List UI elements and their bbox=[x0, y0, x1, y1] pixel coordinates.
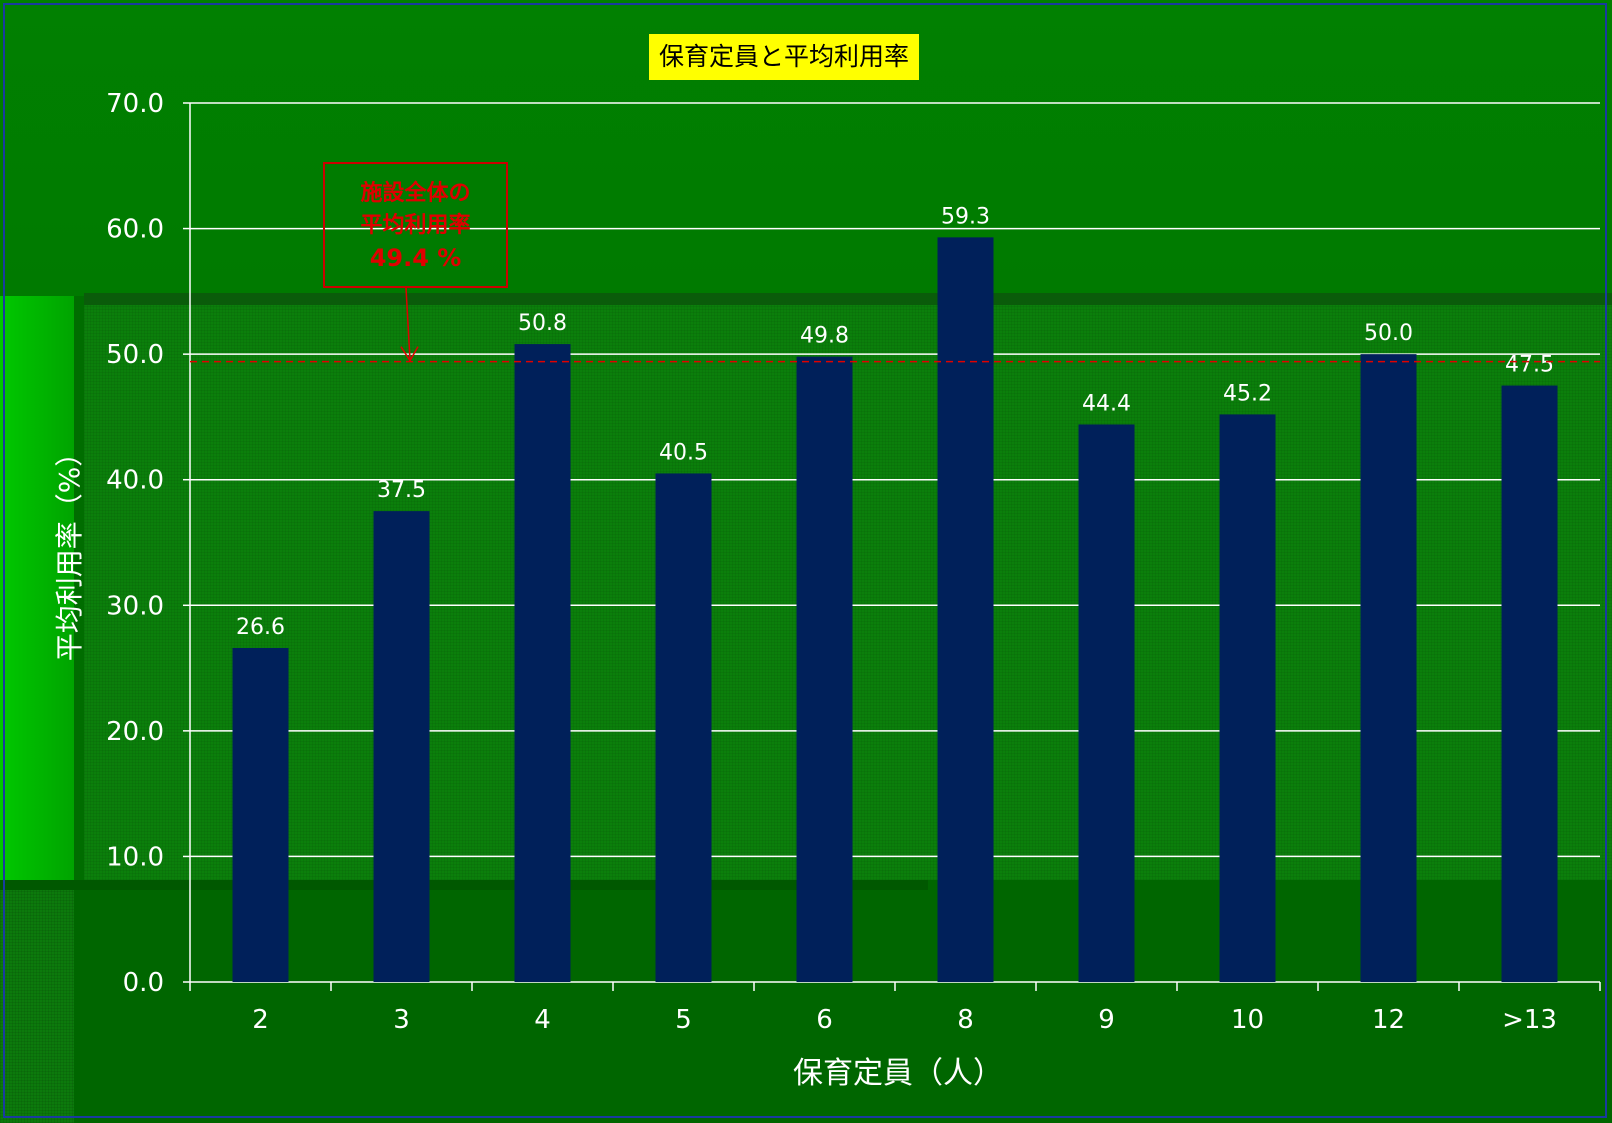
annotation-arrowhead bbox=[400, 346, 419, 363]
y-tick-label: 20.0 bbox=[106, 717, 164, 747]
x-tick-label: 5 bbox=[675, 1005, 692, 1035]
slide-background-band bbox=[84, 293, 1612, 305]
x-tick-label: 6 bbox=[816, 1005, 833, 1035]
data-label: 26.6 bbox=[236, 615, 285, 640]
data-label: 59.3 bbox=[941, 204, 990, 229]
x-tick-label: 10 bbox=[1231, 1005, 1264, 1035]
data-label: 50.8 bbox=[518, 311, 567, 336]
x-tick-label: >13 bbox=[1502, 1005, 1557, 1035]
data-label: 45.2 bbox=[1223, 381, 1272, 406]
y-tick-label: 60.0 bbox=[106, 215, 164, 245]
slide-background-left-bar bbox=[0, 296, 74, 880]
average-annotation-value: 49.4 % bbox=[369, 244, 462, 272]
y-tick-label: 10.0 bbox=[106, 842, 164, 872]
x-tick-label: 4 bbox=[534, 1005, 551, 1035]
bar bbox=[796, 356, 853, 982]
data-label: 47.5 bbox=[1505, 353, 1554, 378]
y-tick-label: 40.0 bbox=[106, 466, 164, 496]
data-label: 50.0 bbox=[1364, 321, 1413, 346]
average-annotation-line2: 平均利用率 bbox=[360, 213, 471, 238]
bar bbox=[1078, 424, 1135, 982]
x-axis-label: 保育定員（人） bbox=[793, 1056, 1003, 1091]
bar bbox=[1360, 354, 1417, 983]
average-annotation-box: 施設全体の 平均利用率 49.4 % bbox=[323, 162, 508, 288]
slide-background-strip bbox=[0, 880, 928, 890]
average-annotation-line1: 施設全体の bbox=[360, 181, 471, 206]
bar bbox=[655, 473, 712, 982]
bar bbox=[373, 511, 430, 982]
x-tick-label: 3 bbox=[393, 1005, 410, 1035]
y-tick-label: 50.0 bbox=[106, 340, 164, 370]
data-label: 40.5 bbox=[659, 440, 708, 465]
chart-title: 保育定員と平均利用率 bbox=[649, 34, 920, 80]
bar bbox=[514, 344, 571, 982]
bar bbox=[1501, 385, 1558, 982]
data-label: 37.5 bbox=[377, 478, 426, 503]
x-tick-label: 12 bbox=[1372, 1005, 1405, 1035]
y-axis-label: 平均利用率（%） bbox=[53, 438, 86, 662]
data-label: 49.8 bbox=[800, 324, 849, 349]
y-tick-label: 70.0 bbox=[106, 89, 164, 119]
y-tick-label: 30.0 bbox=[106, 591, 164, 621]
x-tick-label: 9 bbox=[1098, 1005, 1115, 1035]
bar bbox=[232, 647, 289, 982]
bar bbox=[1219, 414, 1276, 983]
slide-background-bottom-left bbox=[0, 880, 74, 1123]
x-tick-label: 2 bbox=[252, 1005, 269, 1035]
y-tick-label: 0.0 bbox=[123, 968, 164, 998]
annotation-arrow bbox=[405, 287, 411, 360]
bar bbox=[937, 237, 994, 982]
x-tick-label: 8 bbox=[957, 1005, 974, 1035]
data-label: 44.4 bbox=[1082, 391, 1131, 416]
